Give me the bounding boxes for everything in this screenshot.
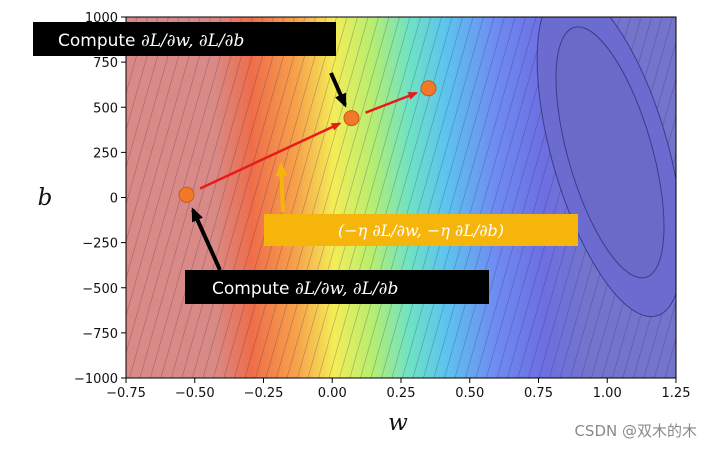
y-tick-label: −250 bbox=[82, 237, 118, 252]
update-pointer-arrow bbox=[275, 162, 288, 213]
contour-line bbox=[422, 17, 527, 378]
contour-line bbox=[0, 12, 65, 383]
contour-line bbox=[0, 12, 2, 383]
x-tick-label: −0.50 bbox=[175, 386, 215, 401]
y-tick-label: 750 bbox=[93, 56, 118, 71]
contour-line bbox=[349, 17, 453, 378]
contour-line bbox=[632, 226, 676, 378]
y-tick-label: −750 bbox=[82, 327, 118, 342]
contour-line bbox=[191, 17, 296, 378]
contour-line bbox=[0, 12, 13, 383]
contour-line bbox=[391, 17, 495, 378]
contour-line bbox=[0, 12, 23, 383]
contour-line bbox=[0, 12, 34, 383]
update-step-label: (−η ∂L/∂w, −η ∂L/∂b) bbox=[264, 214, 578, 246]
contour-line bbox=[181, 17, 285, 378]
plot-area bbox=[0, 12, 711, 383]
contour-line bbox=[380, 17, 485, 378]
x-axis-label: w bbox=[388, 410, 408, 436]
y-tick-label: 500 bbox=[93, 101, 118, 116]
contour-line bbox=[296, 17, 401, 378]
contour-line bbox=[126, 17, 149, 95]
minimum-contour bbox=[555, 26, 665, 279]
contour-line bbox=[359, 17, 464, 378]
contour-line bbox=[126, 17, 191, 244]
svg-text:Compute ∂L/∂w, ∂L/∂b: Compute ∂L/∂w, ∂L/∂b bbox=[212, 279, 398, 299]
update-arrow bbox=[365, 91, 419, 114]
svg-text:Compute ∂L/∂w, ∂L/∂b: Compute ∂L/∂w, ∂L/∂b bbox=[58, 31, 244, 51]
watermark: CSDN @双木的木 bbox=[574, 422, 697, 440]
x-axis: −0.75 −0.50 −0.25 0.00 0.25 0.50 0.75 1.00 1.25 bbox=[106, 378, 690, 401]
parameter-point bbox=[178, 186, 195, 203]
contour-line bbox=[170, 17, 275, 378]
x-tick-label: 0.00 bbox=[318, 386, 347, 401]
contour-line bbox=[126, 17, 170, 169]
contour-line bbox=[412, 17, 516, 378]
x-tick-label: −0.25 bbox=[244, 386, 284, 401]
parameter-point bbox=[343, 110, 360, 127]
contour-line bbox=[275, 17, 380, 378]
x-tick-label: 0.50 bbox=[455, 386, 484, 401]
contour-line bbox=[265, 17, 369, 378]
x-tick-label: −0.75 bbox=[106, 386, 146, 401]
contour-lines bbox=[0, 12, 711, 383]
contour-line bbox=[674, 374, 676, 378]
contour-line bbox=[307, 17, 411, 378]
contour-line bbox=[223, 17, 327, 378]
contour-line bbox=[443, 17, 548, 378]
contour-line bbox=[254, 17, 359, 378]
contour-line bbox=[706, 12, 711, 383]
compute-gradient-label-bottom: Compute ∂L/∂w, ∂L/∂b bbox=[185, 270, 489, 304]
contour-line bbox=[338, 17, 443, 378]
contour-line bbox=[286, 17, 390, 378]
contour-line bbox=[212, 17, 317, 378]
gradient-math: ∂L/∂w, ∂L/∂b bbox=[141, 31, 244, 51]
contour-line bbox=[317, 17, 422, 378]
contour-line bbox=[433, 17, 537, 378]
x-tick-label: 1.25 bbox=[662, 386, 691, 401]
y-tick-label: 0 bbox=[110, 192, 118, 207]
compute-gradient-label-top: Compute ∂L/∂w, ∂L/∂b bbox=[33, 22, 336, 56]
x-tick-label: 1.00 bbox=[593, 386, 622, 401]
contour-line bbox=[202, 17, 306, 378]
compute-word: Compute bbox=[58, 31, 141, 51]
contour-line bbox=[653, 300, 676, 378]
update-arrow bbox=[199, 122, 342, 190]
y-tick-label: 250 bbox=[93, 146, 118, 161]
compute-word: Compute bbox=[212, 279, 295, 299]
contour-line bbox=[126, 17, 212, 318]
y-tick-label: −500 bbox=[82, 282, 118, 297]
gradient-math: ∂L/∂w, ∂L/∂b bbox=[295, 279, 398, 299]
gradient-pointer-arrow-top bbox=[329, 72, 347, 108]
contour-line bbox=[401, 17, 506, 378]
contour-line bbox=[160, 17, 264, 378]
contour-line bbox=[685, 12, 711, 383]
contour-line bbox=[126, 17, 201, 281]
contour-line bbox=[126, 17, 159, 132]
contour-line bbox=[328, 17, 432, 378]
x-tick-label: 0.75 bbox=[524, 386, 553, 401]
parameter-point bbox=[420, 80, 437, 97]
contour-line bbox=[126, 17, 222, 355]
gradient-pointer-arrow-bottom bbox=[191, 207, 222, 271]
contour-line bbox=[695, 12, 711, 383]
contour-line bbox=[643, 263, 676, 378]
annotation-layer bbox=[178, 72, 437, 271]
contour-line bbox=[370, 17, 474, 378]
update-step-text: (−η ∂L/∂w, −η ∂L/∂b) bbox=[338, 221, 504, 240]
contour-line bbox=[126, 17, 180, 207]
contour-line bbox=[149, 17, 254, 378]
y-tick-label: −1000 bbox=[74, 372, 118, 387]
y-axis-label: b bbox=[38, 185, 53, 211]
x-tick-label: 0.25 bbox=[387, 386, 416, 401]
contour-line bbox=[233, 17, 338, 378]
